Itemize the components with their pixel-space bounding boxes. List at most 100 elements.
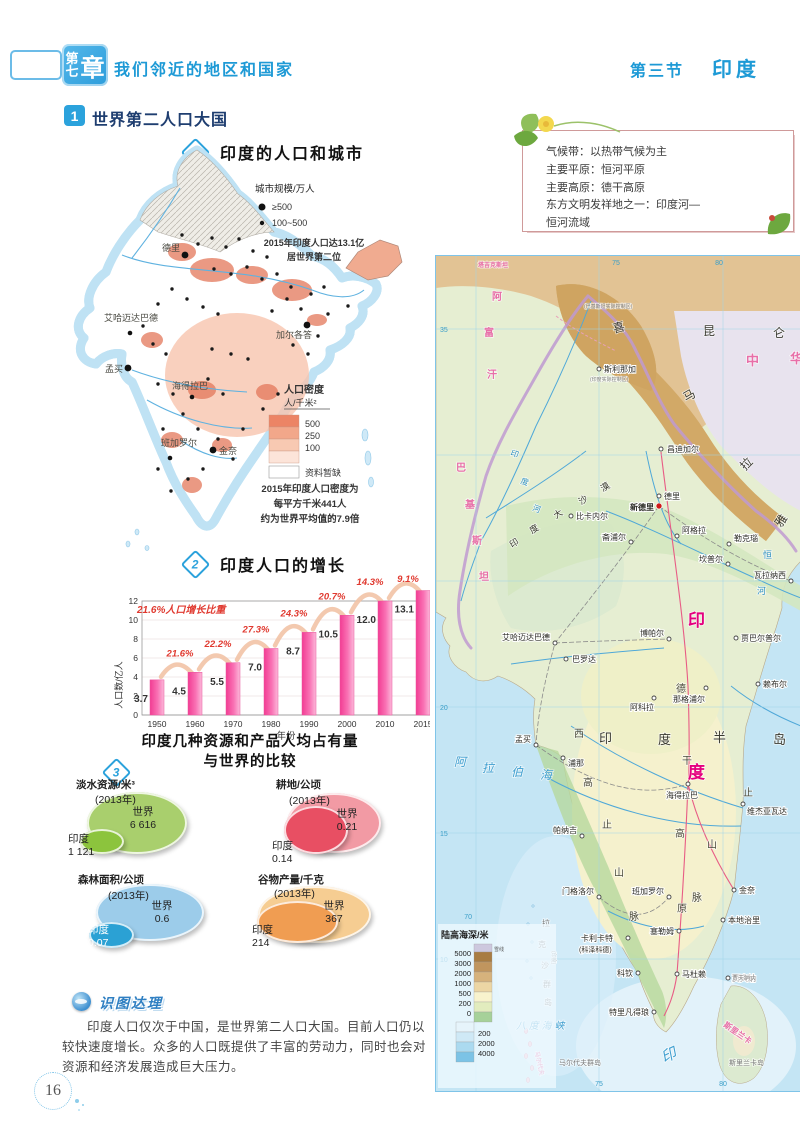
city-dot (181, 251, 189, 259)
city-dot-small (260, 277, 264, 281)
bubble-group-year: (2013年) (274, 888, 315, 900)
world-value: 世界 0.21 (336, 808, 358, 834)
density-swatch (268, 426, 300, 440)
world-value: 世界 6 616 (129, 806, 157, 832)
bar (149, 679, 165, 716)
lon-label: 80 (715, 260, 723, 267)
elevation-legend: 陆高海深/米雪线50003000200010005002000200200040… (438, 924, 556, 1088)
city-dot (674, 971, 680, 977)
x-axis-label: 年份 (276, 730, 296, 742)
city-dot-small (170, 287, 174, 291)
info-line: 恒河流域 (546, 217, 590, 230)
info-line: 气候带：以热带气候为主 (546, 146, 667, 158)
city-dot (658, 446, 664, 452)
bubble-group-label: 耕地/公顷 (276, 779, 321, 791)
reading-block-title: 识图达理 (99, 995, 163, 1011)
y-tick: 6 (133, 653, 138, 663)
terrain-label: 原 (677, 903, 687, 915)
terrain-label: 山 (614, 867, 624, 879)
elevation-swatch (473, 971, 493, 983)
growth-arrow (158, 662, 195, 680)
lat-label: 20 (440, 705, 448, 712)
page-corner-box (10, 50, 62, 80)
city-label: 科钦 (617, 968, 633, 978)
city-dot (579, 833, 585, 839)
western-ghats-strip (536, 745, 667, 1028)
lon-label: 70 (464, 914, 472, 921)
island-chains (125, 428, 374, 551)
world-value: 世界 0.6 (151, 900, 173, 926)
country-label: 富 (484, 326, 494, 339)
terrain-label: 斯里兰卡岛 (729, 1058, 764, 1067)
city-label: 海得拉巴 (172, 380, 208, 391)
page-number-text: 16 (45, 1082, 61, 1099)
city-dot-small (171, 392, 175, 396)
elevation-swatch (473, 961, 493, 973)
city-dot (676, 928, 682, 934)
chapter-badge-char: 第 (65, 51, 79, 66)
city-dot (726, 541, 732, 547)
depth-value: 4000 (478, 1049, 495, 1058)
city-label: 阿格拉 (682, 525, 706, 535)
bubble-group-year: (2013年) (108, 890, 149, 902)
city-dot (563, 656, 569, 662)
high-density-patches (141, 243, 327, 493)
y-tick: 2 (133, 691, 138, 701)
city-dot-small (212, 267, 216, 271)
lon-label: 80 (719, 1081, 727, 1088)
city-dot-small (210, 236, 214, 240)
city-dot (560, 755, 566, 761)
city-dot (127, 330, 133, 336)
city-label: 帕纳吉 (553, 825, 577, 835)
city-label: 浦那 (568, 758, 584, 768)
terrain-label: 半 (713, 730, 726, 745)
growth-rate-label: 27.3% (242, 625, 270, 636)
population-growth-chart: 0 2 4 6 8 10 12 21.6% 22.2% 27.3% 24.3% 20.7% 14.3% 9… (113, 575, 430, 742)
city-dot (674, 533, 680, 539)
figure2-title: 印度人口的增长 (220, 558, 347, 575)
terrain-label: 脉 (692, 891, 702, 904)
city-dot (167, 455, 173, 461)
elevation-value: 500 (458, 989, 471, 998)
country-label: 斯 (472, 534, 482, 547)
city-dot (788, 578, 794, 584)
growth-rate-label: 21.6% (166, 648, 194, 659)
city-label: 金奈 (739, 885, 755, 895)
city-dot-small (261, 407, 265, 411)
terrain-label: (巴基斯坦实际控制区) (584, 303, 633, 310)
graticule: 758075803520151070 (436, 256, 800, 1091)
x-tick: 1970 (224, 719, 243, 729)
city-dot-small (241, 427, 245, 431)
elevation-value: 0 (467, 1009, 471, 1018)
northeast-india (345, 239, 403, 281)
city-dot (656, 493, 662, 499)
city-label: 斯利那加 (604, 364, 636, 374)
figure2-heading: 2 印度人口的增长 (180, 549, 347, 579)
info-line: 主要平原：恒河平原 (546, 163, 645, 176)
city-label: 德里 (162, 242, 180, 253)
bubble-group-label: 森林面积/公顷 (78, 874, 144, 886)
city-dot (635, 970, 641, 976)
city-dot-small (185, 297, 189, 301)
city-dot-small (229, 272, 233, 276)
city-legend-title: 城市规模/万人 (255, 183, 315, 195)
density-note: 每平方千米441人 (274, 498, 347, 510)
figure1-title: 印度的人口和城市 (220, 146, 365, 163)
density-legend-title: 人口密度 (284, 383, 325, 396)
elevation-swatch (473, 951, 493, 963)
country-label: 塔吉克斯坦 (478, 261, 508, 269)
city-label: 坎普尔 (699, 554, 723, 564)
plot-frame (141, 600, 430, 716)
bar (187, 672, 203, 716)
city-label: 班加罗尔 (161, 437, 197, 448)
city-dot (596, 366, 602, 372)
city-label: 卡利卡特 (581, 933, 613, 943)
city-dot-small (141, 324, 145, 328)
y-tick: 0 (133, 710, 138, 720)
city-dot (733, 635, 739, 641)
y-tick: 8 (133, 634, 138, 644)
city-dot-small (229, 352, 233, 356)
city-dot (740, 801, 746, 807)
city-dot-small (285, 297, 289, 301)
